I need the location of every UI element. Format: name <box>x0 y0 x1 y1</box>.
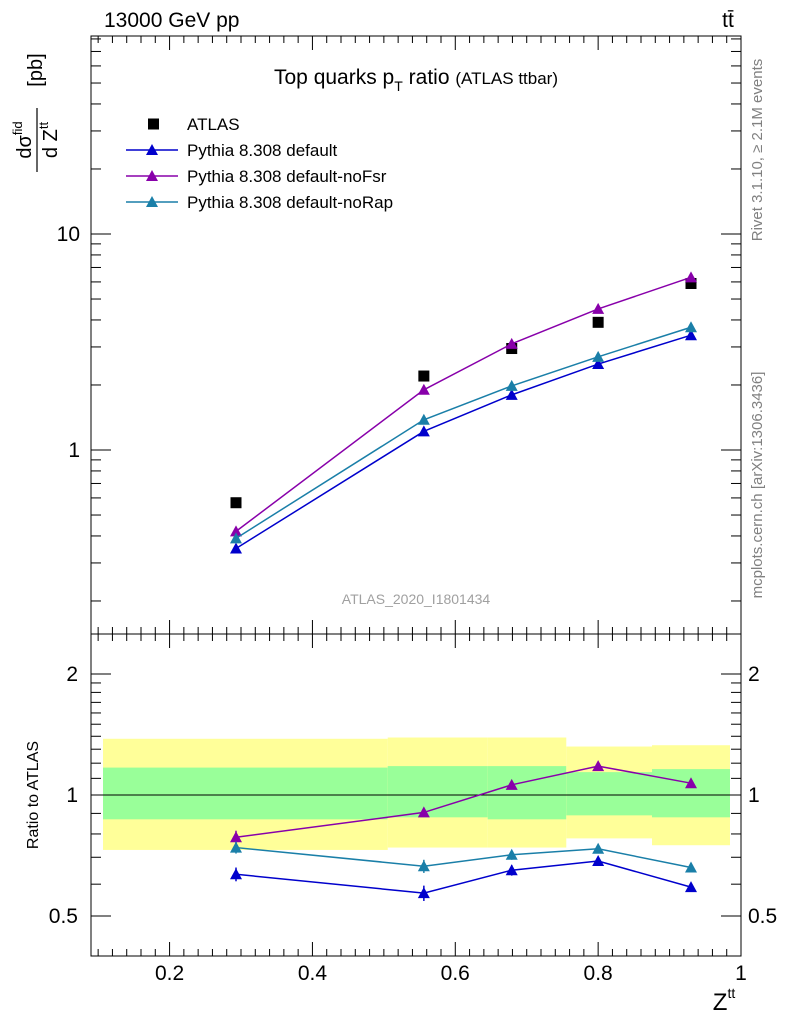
legend-label: ATLAS <box>187 115 240 134</box>
main-y-axis-label: dσfid d Ztt [pb] <box>10 53 62 172</box>
svg-text:dσfid: dσfid <box>10 121 36 158</box>
series-point-3 <box>417 413 430 425</box>
ratio-y-axis-label: Ratio to ATLAS <box>25 741 42 849</box>
process-label: tt̄ <box>722 9 734 32</box>
legend-marker <box>146 170 158 181</box>
svg-text:[pb]: [pb] <box>25 53 47 86</box>
rivet-label: Rivet 3.1.10, ≥ 2.1M events <box>749 59 766 242</box>
inner-band-2 <box>487 766 567 820</box>
main-series-group <box>230 271 697 554</box>
data-point <box>685 277 697 289</box>
inner-band-0 <box>103 767 388 820</box>
y-tick-label: 10 <box>57 223 80 246</box>
legend-marker <box>148 118 159 130</box>
x-tick-label: 0.8 <box>584 962 613 985</box>
ratio-y-tick-label: 0.5 <box>49 905 78 928</box>
svg-text:d Ztt: d Ztt <box>36 122 62 159</box>
ratio-point-0 <box>685 881 697 893</box>
ratio-point-1 <box>505 778 518 790</box>
ratio-point-2 <box>505 848 518 860</box>
ratio-point-1 <box>685 777 697 789</box>
data-point <box>592 316 604 328</box>
ratio-point-0 <box>230 868 242 880</box>
series-point-2 <box>230 525 242 537</box>
series-line-1 <box>235 334 692 550</box>
series-point-1 <box>417 425 430 437</box>
axis-ticks: 0.2 0.4 0.6 0.8 1 1 10 0.5 0.5 1 1 2 2 <box>49 36 777 985</box>
series-point-2 <box>505 337 518 349</box>
ratio-line-2 <box>235 846 692 869</box>
mcplots-label: mcplots.cern.ch [arXiv:1306.3436] <box>749 372 766 599</box>
legend-label: Pythia 8.308 default-noRap <box>187 193 393 212</box>
x-tick-label: 0.6 <box>441 962 470 985</box>
ratio-y-tick-label: 1 <box>66 784 78 807</box>
ratio-point-1 <box>417 806 430 818</box>
ratio-point-2 <box>685 861 697 873</box>
ratio-uncertainty-bands <box>103 737 730 850</box>
ratio-point-2 <box>592 842 605 854</box>
series-point-2 <box>592 302 605 314</box>
series-point-1 <box>592 358 605 370</box>
inner-band-3 <box>566 772 652 816</box>
series-point-1 <box>505 388 518 400</box>
data-point <box>230 497 242 509</box>
data-point <box>418 370 430 382</box>
series-point-2 <box>417 383 430 395</box>
inner-band-4 <box>652 769 730 818</box>
legend-label: Pythia 8.308 default-noFsr <box>187 167 387 186</box>
x-tick-label: 1 <box>735 962 747 985</box>
plot-title: Top quarks pT ratio (ATLAS ttbar) <box>274 66 558 94</box>
energy-label: 13000 GeV pp <box>104 9 239 32</box>
series-point-2 <box>685 271 697 283</box>
ratio-point-2 <box>230 841 242 853</box>
legend-marker <box>146 144 158 155</box>
ratio-line-0 <box>235 860 692 894</box>
ratio-y-tick-label-right: 2 <box>748 663 760 686</box>
ratio-y-tick-label-right: 1 <box>748 784 760 807</box>
y-tick-label: 1 <box>68 439 80 462</box>
ratio-point-1 <box>230 831 242 843</box>
analysis-label: ATLAS_2020_I1801434 <box>342 591 491 607</box>
ratio-y-tick-label: 2 <box>66 663 78 686</box>
ratio-y-tick-label-right: 0.5 <box>748 905 777 928</box>
ratio-series-group <box>230 760 697 901</box>
x-axis-label: Ztt <box>713 985 736 1016</box>
series-point-3 <box>685 321 697 333</box>
series-point-3 <box>230 532 242 544</box>
ratio-point-1 <box>592 760 605 772</box>
x-tick-label: 0.2 <box>155 962 184 985</box>
ratio-point-0 <box>505 864 518 876</box>
legend-marker <box>146 196 158 207</box>
ratio-point-0 <box>417 887 430 899</box>
legend: ATLAS Pythia 8.308 default Pythia 8.308 de… <box>126 115 393 212</box>
inner-band-1 <box>387 766 488 818</box>
ratio-point-2 <box>417 860 430 872</box>
x-tick-label: 0.4 <box>298 962 328 985</box>
series-point-3 <box>592 350 605 362</box>
series-point-1 <box>685 329 697 341</box>
legend-label: Pythia 8.308 default <box>187 141 338 160</box>
series-point-1 <box>230 542 242 554</box>
ratio-point-0 <box>592 855 605 867</box>
series-point-3 <box>505 379 518 391</box>
